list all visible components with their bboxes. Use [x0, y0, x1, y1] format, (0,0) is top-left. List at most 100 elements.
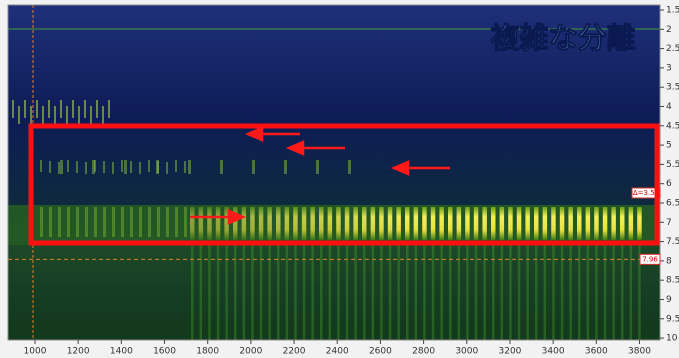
stripe [448, 207, 453, 240]
stripe [24, 100, 26, 118]
stripe [175, 160, 177, 172]
stripe [252, 160, 255, 174]
stripe [36, 100, 38, 118]
stripe [199, 207, 204, 240]
stripe [90, 106, 92, 124]
stripe [371, 207, 376, 240]
y-tick-label: 5.5 [666, 160, 679, 170]
stripe [157, 207, 160, 237]
stripe [49, 161, 51, 173]
y-tick-label: 7 [666, 218, 672, 228]
stripe [85, 162, 87, 174]
stripe [621, 245, 624, 340]
stripe [166, 162, 168, 174]
stripe [620, 207, 625, 240]
stripe [517, 207, 522, 240]
stripe [96, 100, 98, 118]
stripe [58, 207, 61, 237]
stripe [148, 207, 151, 237]
x-tick-label: 1200 [67, 347, 90, 357]
stripe [543, 207, 548, 240]
stripe [577, 207, 582, 240]
stripe [320, 245, 323, 340]
stripe [78, 106, 80, 124]
stripe [208, 245, 211, 340]
stripe [184, 207, 187, 237]
stripe [184, 161, 186, 173]
stripe [48, 100, 50, 118]
stripe [42, 106, 44, 124]
stripe [509, 245, 512, 340]
x-tick-label: 2800 [412, 347, 435, 357]
x-tick-label: 2200 [283, 347, 306, 357]
stripe [405, 207, 410, 240]
stripe [190, 207, 195, 240]
stripe [353, 207, 358, 240]
x-tick-label: 3600 [585, 347, 608, 357]
x-tick-label: 1800 [196, 347, 219, 357]
x-tick-label: 3400 [542, 347, 565, 357]
stripe [188, 160, 191, 174]
stripe [60, 160, 63, 174]
y-tick-label: 3.5 [666, 83, 679, 93]
y-tick-label: 9 [666, 295, 672, 305]
stripe [414, 207, 419, 240]
y-tick-label: 8 [666, 256, 672, 266]
x-tick-label: 1600 [153, 347, 176, 357]
stripe [139, 162, 141, 174]
stripe [397, 245, 400, 340]
stripe [293, 207, 298, 240]
stripe [85, 207, 88, 237]
stripe [130, 207, 133, 237]
stripe [345, 207, 350, 240]
marker-label: 7.96 [642, 255, 658, 263]
stripe [72, 100, 74, 118]
stripe [121, 207, 124, 237]
stripe [319, 207, 324, 240]
stripe [130, 161, 132, 173]
stripe [611, 207, 616, 240]
stripe [629, 207, 634, 240]
stripe [422, 207, 427, 240]
chart: 1000120014001600180020002200240026002800… [0, 0, 679, 358]
stripe [482, 207, 487, 240]
stripe [216, 207, 221, 240]
stripe [276, 207, 281, 240]
stripe [139, 207, 142, 237]
y-tick-label: 4 [666, 102, 672, 112]
stripe [534, 207, 539, 240]
stripe [112, 207, 115, 237]
stripe [220, 160, 223, 174]
stripe [76, 161, 78, 173]
stripe [94, 207, 97, 237]
stripe [348, 160, 351, 174]
x-tick-label: 1000 [24, 347, 47, 357]
stripe [491, 207, 496, 240]
stripe [40, 207, 43, 237]
y-tick-label: 1.5 [666, 6, 679, 16]
stripe [102, 106, 104, 124]
stripe [60, 100, 62, 118]
stripe [465, 207, 470, 240]
stripe [396, 207, 401, 240]
stripe [12, 100, 14, 118]
y-tick-label: 7.5 [666, 237, 679, 247]
stripe [310, 207, 315, 240]
stripe [336, 207, 341, 240]
stripe [302, 207, 307, 240]
stripe [362, 207, 367, 240]
stripe [560, 207, 565, 240]
y-tick-label: 2.5 [666, 44, 679, 54]
stripe [568, 207, 573, 240]
x-tick-label: 3200 [499, 347, 522, 357]
stripe [525, 207, 530, 240]
stripe [431, 207, 436, 240]
x-tick-label: 3800 [628, 347, 651, 357]
stripe [594, 207, 599, 240]
stripe [603, 207, 608, 240]
y-tick-label: 4.5 [666, 121, 679, 131]
stripe [18, 106, 20, 124]
stripe [379, 207, 384, 240]
stripe [259, 207, 264, 240]
stripe [67, 160, 69, 172]
